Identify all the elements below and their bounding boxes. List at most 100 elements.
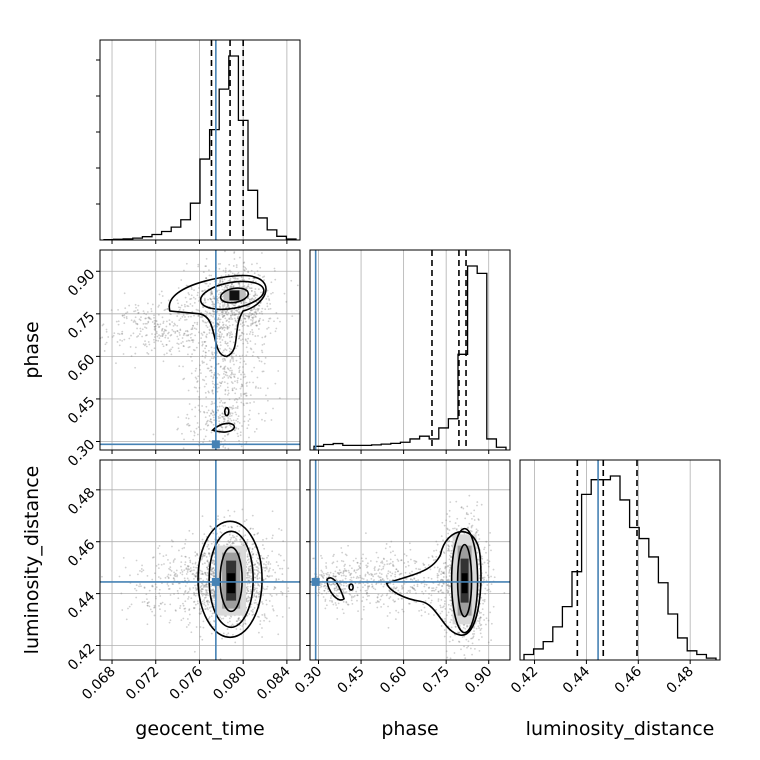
sample-point (234, 373, 236, 376)
sample-point (268, 298, 270, 300)
sample-point (230, 537, 233, 539)
sample-point (272, 608, 275, 611)
sample-point (220, 531, 223, 534)
sample-point (199, 410, 202, 413)
sample-point (190, 372, 193, 375)
sample-point (345, 575, 347, 578)
sample-point (261, 276, 264, 279)
sample-point (250, 309, 252, 312)
sample-point (227, 389, 230, 392)
sample-point (273, 267, 276, 270)
sample-point (169, 313, 172, 315)
sample-point (336, 618, 339, 620)
sample-point (187, 623, 190, 626)
sample-point (231, 314, 234, 316)
sample-point (290, 279, 293, 282)
sample-point (375, 572, 378, 575)
sample-point (353, 595, 356, 597)
sample-point (190, 297, 193, 300)
sample-point (176, 590, 179, 592)
sample-point (447, 532, 450, 535)
sample-point (206, 599, 209, 602)
sample-point (139, 327, 142, 330)
sample-point (204, 423, 207, 426)
sample-point (204, 584, 206, 587)
sample-point (480, 503, 483, 506)
sample-point (193, 594, 196, 596)
sample-point (184, 591, 186, 593)
sample-point (232, 633, 234, 636)
x-tick-label: 0.076 (167, 663, 207, 703)
sample-point (422, 592, 425, 595)
sample-point (213, 356, 216, 359)
sample-point (227, 621, 229, 624)
sample-point (231, 309, 234, 312)
sample-point (212, 321, 215, 324)
sample-point (147, 316, 150, 319)
sample-point (478, 627, 480, 629)
sample-point (246, 305, 249, 308)
sample-point (139, 583, 141, 585)
sample-point (211, 352, 213, 355)
sample-point (242, 376, 245, 379)
sample-point (257, 572, 260, 575)
sample-point (404, 565, 407, 568)
sample-point (231, 623, 234, 626)
sample-point (344, 563, 346, 566)
sample-point (408, 572, 411, 575)
sample-point (205, 583, 208, 586)
sample-point (385, 574, 388, 577)
sample-point (212, 310, 215, 313)
sample-point (248, 547, 251, 549)
sample-point (256, 324, 259, 327)
sample-point (102, 323, 105, 326)
sample-point (251, 323, 254, 326)
truth-marker (211, 440, 220, 449)
sample-point (201, 570, 203, 573)
sample-point (427, 597, 430, 600)
sample-point (272, 568, 275, 571)
sample-point (233, 311, 235, 314)
sample-point (401, 597, 403, 600)
sample-point (236, 317, 239, 320)
sample-point (447, 564, 450, 567)
sample-point (338, 592, 341, 594)
sample-point (118, 575, 121, 578)
sample-point (146, 322, 148, 325)
sample-point (241, 332, 244, 334)
sample-point (145, 317, 147, 320)
sample-point (198, 287, 200, 289)
sample-point (211, 402, 214, 405)
sample-point (123, 322, 126, 325)
sample-point (212, 594, 215, 597)
sample-point (216, 325, 219, 328)
sample-point (203, 297, 206, 300)
sample-point (267, 570, 270, 573)
sample-point (447, 583, 450, 586)
sample-point (211, 588, 214, 591)
sample-point (275, 579, 278, 582)
sample-point (202, 290, 205, 292)
sample-point (167, 337, 169, 339)
sample-point (185, 567, 188, 570)
sample-point (188, 613, 191, 616)
sample-point (205, 257, 208, 260)
sample-point (232, 541, 234, 544)
sample-point (378, 565, 381, 567)
sample-point (275, 312, 278, 314)
sample-point (233, 510, 236, 513)
sample-point (325, 572, 328, 575)
sample-point (253, 573, 256, 576)
sample-point (396, 570, 399, 573)
sample-point (450, 599, 453, 602)
sample-point (435, 608, 438, 611)
sample-point (134, 352, 137, 355)
sample-point (250, 312, 253, 315)
sample-point (134, 316, 137, 319)
sample-point (162, 360, 165, 363)
sample-point (196, 323, 199, 326)
sample-point (224, 285, 227, 288)
sample-point (212, 310, 214, 313)
sample-point (210, 357, 213, 360)
sample-point (250, 289, 253, 292)
